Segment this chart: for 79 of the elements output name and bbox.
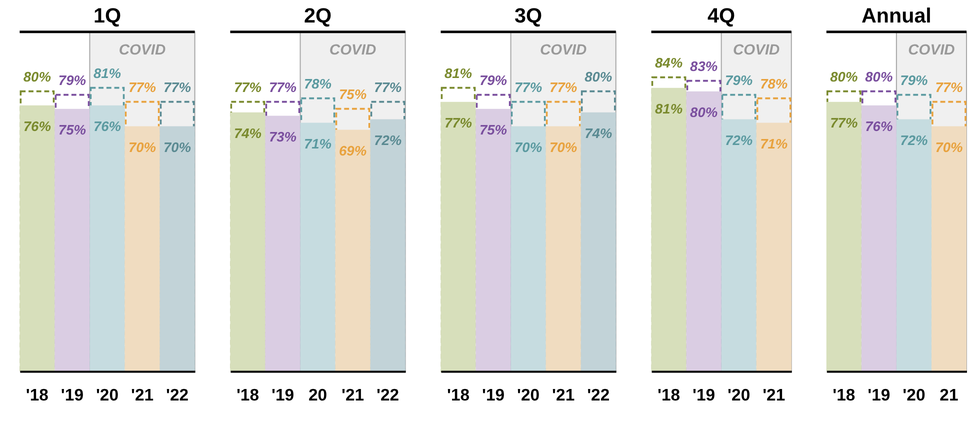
data-label: 72% bbox=[725, 132, 753, 148]
data-label: 79% bbox=[900, 72, 928, 88]
x-tick-label: 20 bbox=[308, 385, 328, 404]
x-tick-label: '19 bbox=[692, 385, 716, 404]
data-label: 70% bbox=[550, 140, 578, 155]
data-label: 79% bbox=[725, 72, 753, 88]
data-label: 76% bbox=[23, 118, 51, 134]
data-label: 76% bbox=[865, 118, 893, 134]
x-tick-label: '18 bbox=[658, 385, 680, 404]
data-label: 77% bbox=[234, 80, 262, 95]
x-tick-label: '18 bbox=[26, 385, 48, 404]
data-label: 70% bbox=[128, 140, 156, 155]
band-label: COVID bbox=[118, 42, 166, 58]
data-label: 75% bbox=[480, 122, 508, 138]
data-label: 73% bbox=[268, 129, 297, 144]
data-label: 80% bbox=[584, 69, 612, 84]
data-label: 77% bbox=[164, 80, 192, 95]
x-tick-label: '21 bbox=[552, 385, 575, 404]
x-tick-label: '20 bbox=[902, 385, 926, 404]
data-label: 77% bbox=[514, 80, 542, 95]
band-label: COVID bbox=[540, 42, 588, 58]
data-label: 77% bbox=[550, 80, 578, 95]
data-label: 77% bbox=[935, 80, 963, 95]
x-tick-label: '21 bbox=[342, 385, 364, 404]
data-label: 78% bbox=[304, 76, 332, 92]
data-label: 75% bbox=[339, 86, 367, 102]
x-tick-label: '20 bbox=[96, 385, 119, 404]
chart-title: 3Q bbox=[514, 4, 542, 28]
x-tick-label: '22 bbox=[587, 385, 610, 404]
x-tick-label: '22 bbox=[166, 385, 189, 404]
data-label: 69% bbox=[339, 143, 367, 158]
x-tick-label: '21 bbox=[762, 385, 786, 404]
data-label: 77% bbox=[444, 115, 472, 130]
chart-title: 2Q bbox=[304, 4, 332, 28]
x-tick-label: '21 bbox=[130, 385, 154, 404]
data-label: 74% bbox=[234, 126, 262, 141]
x-tick-label: '19 bbox=[60, 385, 84, 404]
data-label: 83% bbox=[690, 58, 718, 74]
data-label: 77% bbox=[268, 80, 297, 95]
data-label: 71% bbox=[760, 136, 788, 152]
x-tick-label: '19 bbox=[271, 385, 294, 404]
data-label: 72% bbox=[374, 132, 402, 148]
data-label: 84% bbox=[655, 55, 683, 70]
data-label: 80% bbox=[865, 69, 893, 84]
data-label: 77% bbox=[830, 115, 858, 130]
x-tick-label: '18 bbox=[446, 385, 470, 404]
data-label: 72% bbox=[900, 132, 928, 148]
data-label: 80% bbox=[830, 69, 858, 84]
band-label: COVID bbox=[732, 42, 780, 58]
data-label: 81% bbox=[93, 66, 122, 81]
x-tick-label: 21 bbox=[940, 385, 958, 404]
data-label: 79% bbox=[480, 72, 508, 88]
data-label: 81% bbox=[444, 66, 472, 81]
data-label: 75% bbox=[58, 122, 86, 138]
x-tick-label: '19 bbox=[482, 385, 505, 404]
chart-title: 1Q bbox=[93, 4, 122, 28]
data-label: 70% bbox=[514, 140, 542, 155]
data-label: 78% bbox=[760, 76, 788, 92]
chart-title: 4Q bbox=[708, 4, 736, 28]
x-tick-label: '18 bbox=[832, 385, 856, 404]
data-label: 70% bbox=[935, 140, 963, 155]
band-label: COVID bbox=[908, 42, 956, 58]
data-label: 80% bbox=[23, 69, 51, 84]
data-label: 77% bbox=[128, 80, 156, 95]
x-tick-label: '20 bbox=[517, 385, 540, 404]
data-label: 74% bbox=[584, 126, 612, 141]
data-label: 71% bbox=[304, 136, 332, 152]
data-label: 77% bbox=[374, 80, 402, 95]
x-tick-label: '22 bbox=[376, 385, 400, 404]
x-tick-label: '18 bbox=[236, 385, 260, 404]
chart-title: Annual bbox=[861, 4, 932, 28]
data-label: 76% bbox=[93, 118, 122, 134]
data-label: 80% bbox=[690, 104, 718, 120]
data-label: 79% bbox=[58, 72, 86, 88]
band-label: COVID bbox=[329, 42, 376, 58]
x-tick-label: '19 bbox=[868, 385, 890, 404]
data-label: 81% bbox=[655, 101, 683, 116]
data-label: 70% bbox=[164, 140, 192, 155]
x-tick-label: '20 bbox=[728, 385, 750, 404]
